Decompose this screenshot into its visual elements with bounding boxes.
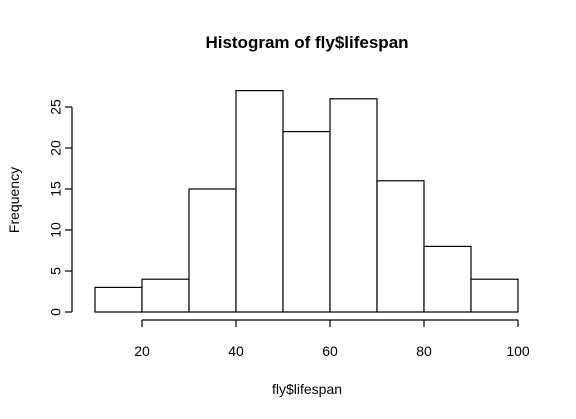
histogram-bar-10-20 [94, 286, 143, 313]
y-axis-label: Frequency [6, 167, 22, 233]
histogram-bar-20-30 [141, 278, 190, 313]
histogram-bar-70-80 [376, 180, 425, 313]
y-axis: 0 5 10 15 20 25 [48, 99, 73, 316]
histogram-bar-90-100 [470, 278, 519, 313]
chart-title: Histogram of fly$lifespan [205, 33, 408, 52]
histogram-bar-60-70 [329, 98, 378, 313]
x-axis-label: fly$lifespan [272, 381, 342, 397]
histogram-bar-80-90 [423, 245, 472, 313]
histogram-bar-30-40 [188, 188, 237, 313]
y-tick-label: 5 [48, 267, 64, 275]
x-axis: 20 40 60 80 100 [134, 319, 530, 359]
histogram-bar-50-60 [282, 131, 331, 313]
x-tick-label: 40 [228, 343, 244, 359]
histogram-bar-40-50 [235, 89, 284, 313]
bars-group [94, 89, 519, 313]
y-tick-label: 25 [48, 99, 64, 115]
x-tick-label: 80 [416, 343, 432, 359]
y-tick-label: 20 [48, 140, 64, 156]
x-tick-label: 20 [134, 343, 150, 359]
y-tick-label: 0 [48, 308, 64, 316]
x-tick-label: 60 [322, 343, 338, 359]
x-tick-label: 100 [506, 343, 530, 359]
y-tick-label: 10 [48, 222, 64, 238]
y-tick-label: 15 [48, 181, 64, 197]
